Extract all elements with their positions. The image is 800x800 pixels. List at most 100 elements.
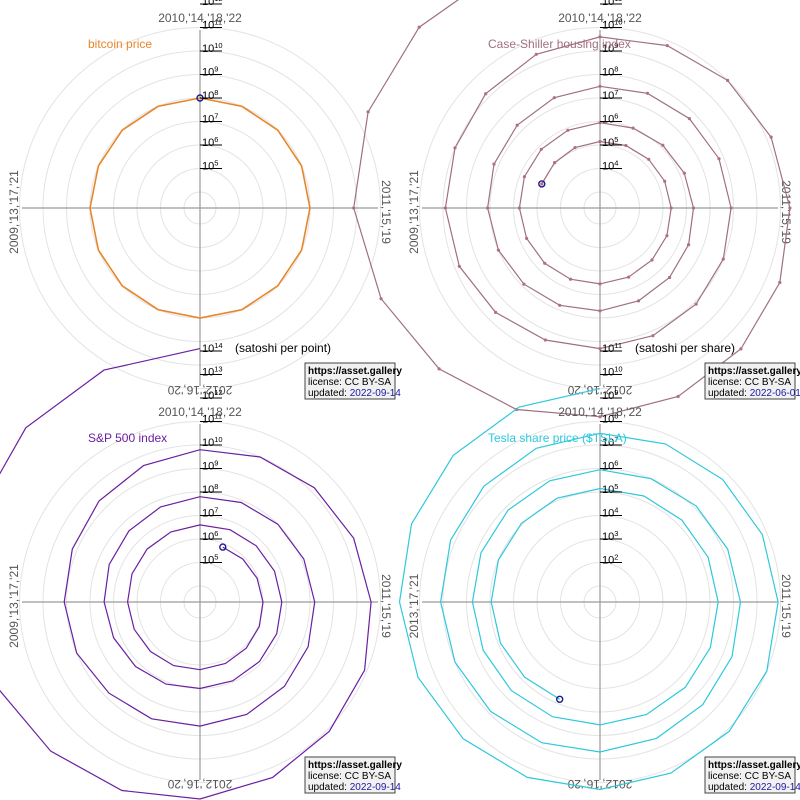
series-point xyxy=(598,415,602,419)
info-site: https://asset.gallery xyxy=(708,366,800,377)
latest-marker xyxy=(556,695,564,703)
series-point xyxy=(721,257,725,261)
tick-label: 106 xyxy=(602,459,618,473)
series-point xyxy=(553,161,557,165)
series-point xyxy=(598,309,602,313)
series-point xyxy=(522,282,526,286)
chart-title: bitcoin price xyxy=(88,37,152,51)
date-label-right: 2011,'15,'19 xyxy=(379,180,393,244)
date-label-left: 2009,'13,'17,'21 xyxy=(407,170,421,254)
tick-label: 102 xyxy=(602,553,618,567)
tick-label: 108 xyxy=(602,65,618,79)
series-point xyxy=(552,96,556,100)
tick-label: 107 xyxy=(202,112,218,126)
series-point xyxy=(543,261,547,265)
tick-label: 107 xyxy=(202,506,218,520)
series-point xyxy=(627,275,631,279)
series-point xyxy=(517,206,522,210)
date-label-right: 2011,'15,'19 xyxy=(779,574,793,638)
series-point xyxy=(568,277,573,281)
chart-title: Case-Shiller housing index xyxy=(488,37,631,51)
info-site: https://asset.gallery xyxy=(308,366,402,377)
info-updated: updated: 2022-09-14 xyxy=(708,782,800,793)
series-point xyxy=(717,157,721,161)
series-point xyxy=(631,126,635,130)
date-label-left: 2009,'13,'17,'21 xyxy=(7,564,21,648)
date-label-bottom: 2012,'16,'20 xyxy=(167,777,232,791)
series-point xyxy=(515,123,519,127)
series-point xyxy=(661,143,665,147)
series-point xyxy=(687,243,691,247)
series-point xyxy=(573,146,577,150)
series-point xyxy=(647,157,651,161)
chart-panel-2: 2010,'14,'18,'22 2012,'16,'20 2011,'15,'19… xyxy=(352,0,800,419)
info-box-frame xyxy=(304,756,396,794)
tick-label: 106 xyxy=(602,112,618,126)
series-point xyxy=(788,206,792,210)
series-point xyxy=(682,171,686,175)
series-point xyxy=(492,162,496,166)
info-updated: updated: 2022-09-14 xyxy=(308,782,401,793)
unit-label: (satoshi per share) xyxy=(635,341,735,355)
series-point xyxy=(484,92,488,96)
series-line xyxy=(398,388,779,791)
series-point xyxy=(494,310,498,314)
info-site: https://asset.gallery xyxy=(708,760,800,771)
series-point xyxy=(558,303,562,307)
series-point xyxy=(729,206,733,210)
series-point xyxy=(769,135,773,139)
radial-ticks: 102 103 104 105 106 107 108 109 1010 1011 xyxy=(600,341,623,567)
chart-panel-4: 2010,'14,'18,'22 2012,'16,'20 2011,'15,'19… xyxy=(398,341,800,794)
series-line xyxy=(353,0,791,418)
date-label-top: 2010,'14,'18,'22 xyxy=(558,11,642,25)
date-label-left: 2009,'13,'17,'21 xyxy=(7,170,21,254)
series-point xyxy=(598,139,602,144)
tick-label: 1011 xyxy=(202,412,222,426)
radial-ticks: 1041051061071081091010101110121013 xyxy=(600,0,623,173)
tick-label: 108 xyxy=(202,482,218,496)
tick-label: 105 xyxy=(202,553,218,567)
tick-label: 1013 xyxy=(202,365,223,379)
series-line xyxy=(89,97,311,319)
latest-marker xyxy=(219,543,227,551)
info-site: https://asset.gallery xyxy=(308,760,402,771)
tick-label: 1010 xyxy=(602,18,623,32)
series-point xyxy=(636,299,641,303)
tick-label: 1011 xyxy=(202,18,222,32)
tick-label: 1010 xyxy=(602,365,623,379)
series-point xyxy=(543,338,547,342)
series-point xyxy=(366,110,370,114)
tick-label: 107 xyxy=(602,435,618,449)
series-point xyxy=(379,297,383,301)
chart-title: Tesla share price ($TSLA) xyxy=(488,431,627,445)
tick-label: 106 xyxy=(202,135,218,149)
date-label-right: 2011,'15,'19 xyxy=(379,574,393,638)
series-point xyxy=(598,35,602,39)
tick-label: 1011 xyxy=(602,341,622,355)
date-label-bottom: 2012,'16,'20 xyxy=(567,383,632,397)
date-label-bottom: 2012,'16,'20 xyxy=(567,777,632,791)
info-updated: updated: 2022-06-01 xyxy=(708,388,800,399)
info-license: license: CC BY-SA xyxy=(308,377,391,388)
series-point xyxy=(496,248,500,252)
tick-label: 104 xyxy=(602,159,618,173)
tick-label: 108 xyxy=(202,88,218,102)
series-point xyxy=(691,206,696,210)
date-label-top: 2010,'14,'18,'22 xyxy=(158,11,242,25)
series-point xyxy=(665,44,669,48)
info-box-frame xyxy=(304,362,396,400)
series-point xyxy=(676,394,680,399)
series-point xyxy=(645,91,650,95)
chart-title: S&P 500 index xyxy=(88,431,167,445)
series-point xyxy=(453,146,457,150)
series-point xyxy=(665,234,669,238)
series-point xyxy=(457,264,461,268)
info-license: license: CC BY-SA xyxy=(308,771,391,782)
tick-label: 105 xyxy=(602,135,618,149)
date-label-top: 2010,'14,'18,'22 xyxy=(158,405,242,419)
info-updated: updated: 2022-09-14 xyxy=(308,388,401,399)
